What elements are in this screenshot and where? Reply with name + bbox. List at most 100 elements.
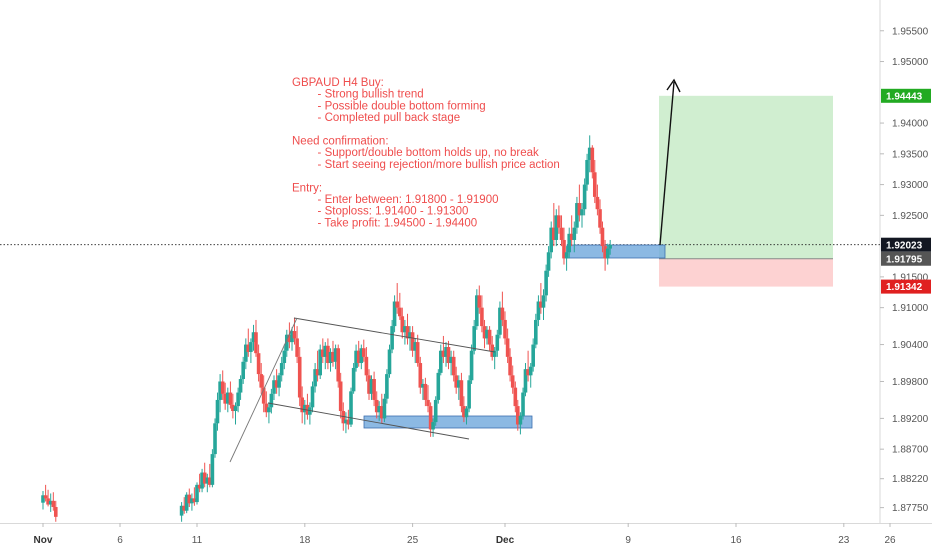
candle-body — [513, 387, 518, 407]
candle-body — [444, 347, 448, 357]
candle — [534, 313, 538, 349]
candle-body — [441, 350, 446, 357]
x-tick-label: 18 — [299, 535, 311, 546]
candle-body — [300, 397, 304, 413]
profit-zone — [659, 95, 833, 259]
candle — [585, 153, 589, 191]
candle — [505, 328, 510, 364]
candle-body — [587, 147, 592, 160]
candle-body — [449, 356, 453, 364]
candle-body — [380, 406, 384, 419]
candle — [528, 363, 533, 388]
grid — [0, 0, 932, 524]
candle — [254, 319, 258, 357]
current-price-badge: 1.92023 — [881, 237, 931, 252]
candle — [277, 372, 281, 397]
candle — [46, 489, 50, 507]
candle-body — [46, 498, 50, 505]
candle — [364, 347, 369, 382]
candle — [490, 335, 495, 361]
candle — [374, 391, 379, 419]
candle — [408, 326, 412, 351]
candle-body — [400, 316, 405, 333]
candle — [400, 307, 405, 339]
candle-body — [313, 369, 317, 387]
candle-body — [521, 392, 525, 416]
candle-body — [387, 349, 392, 375]
candle-body — [518, 415, 523, 425]
candle — [382, 393, 387, 423]
candle — [608, 239, 612, 255]
candle — [433, 396, 438, 426]
support-box-lower — [363, 415, 533, 429]
candle-body — [431, 422, 435, 430]
y-tick-label: 1.89200 — [892, 414, 929, 425]
candle-body — [367, 375, 371, 394]
candle — [318, 344, 322, 380]
candle — [356, 340, 361, 367]
candle — [428, 402, 433, 437]
candle-body — [600, 227, 605, 247]
candle — [582, 178, 587, 216]
candle-body — [418, 363, 423, 388]
candle — [282, 344, 287, 370]
candle-body — [457, 380, 461, 388]
candle-body — [346, 419, 351, 425]
y-tick-label: 1.93000 — [892, 180, 929, 191]
candle-body — [498, 307, 502, 335]
candle-body — [438, 350, 443, 373]
candle-body — [210, 454, 215, 485]
candle-body — [485, 329, 489, 339]
candle — [559, 215, 564, 247]
candle — [449, 350, 453, 376]
candle-body — [41, 495, 45, 503]
candle — [469, 344, 474, 384]
candle — [444, 342, 448, 367]
candle — [546, 246, 551, 277]
y-tick-label: 1.95500 — [892, 26, 929, 37]
candle-body — [292, 331, 297, 339]
candle-body — [415, 342, 420, 364]
candle-body — [541, 295, 546, 308]
candle — [215, 392, 220, 431]
candle — [510, 365, 515, 394]
candle-body — [338, 381, 343, 412]
candle-body — [187, 494, 192, 504]
candle — [441, 335, 446, 364]
candle-body — [213, 423, 217, 455]
candle-body — [459, 380, 464, 407]
candle-body — [282, 350, 287, 364]
candle-body — [249, 342, 253, 352]
candle-body — [279, 363, 284, 376]
candle-body — [238, 379, 243, 393]
candle-body — [572, 227, 577, 240]
candle-body — [577, 203, 582, 216]
candle — [500, 291, 505, 327]
candle — [220, 370, 225, 400]
candle — [187, 488, 192, 508]
x-tick-label: Dec — [496, 535, 515, 546]
candle — [236, 387, 240, 413]
x-tick-label: 9 — [625, 535, 631, 546]
candle-body — [341, 411, 346, 424]
candle — [41, 491, 45, 510]
candle — [233, 402, 238, 425]
candle-body — [308, 407, 312, 415]
candle-body — [321, 349, 325, 357]
target-arrow-head — [666, 78, 681, 93]
candle — [43, 484, 48, 502]
candle — [261, 375, 266, 413]
candle-body — [403, 326, 407, 333]
candle-body — [500, 307, 505, 320]
candle — [575, 196, 579, 234]
channel-lower-line — [267, 402, 470, 440]
candle-body — [523, 369, 528, 393]
candle-body — [43, 495, 48, 499]
candle-body — [487, 329, 492, 345]
candle — [207, 463, 212, 488]
candle-body — [323, 345, 328, 357]
candle — [438, 344, 443, 376]
candle — [226, 387, 230, 413]
candle-body — [428, 406, 433, 430]
